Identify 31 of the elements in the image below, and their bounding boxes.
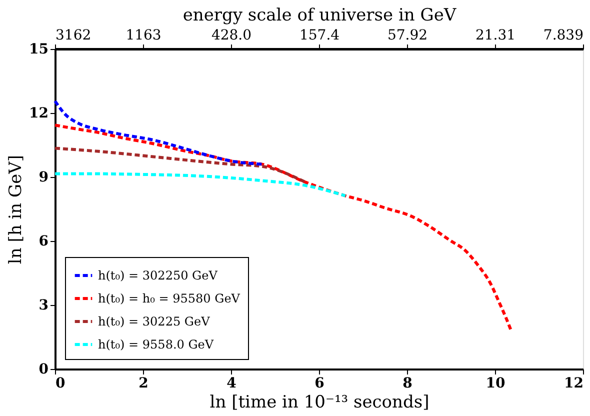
y-tick-label: 6 <box>38 234 48 250</box>
line-series <box>54 172 347 198</box>
y-tick-label: 15 <box>29 42 48 58</box>
x-axis-title: ln [time in 10⁻¹³ seconds] <box>210 392 430 412</box>
x-tick-label: 8 <box>402 376 412 392</box>
legend-label: h(t₀) = 30225 GeV <box>98 314 210 328</box>
x-tick-label: 12 <box>564 376 584 392</box>
x-tick-label: 10 <box>486 376 506 392</box>
x-tick-label: 4 <box>226 376 237 392</box>
y-tick-label: 3 <box>38 298 48 314</box>
x2-axis-title: energy scale of universe in GeV <box>182 6 457 26</box>
x-tick-label: 0 <box>56 376 66 392</box>
x-tick-label: 6 <box>314 376 324 392</box>
legend-label: h(t₀) = 302250 GeV <box>98 268 218 282</box>
y-tick-label: 9 <box>38 170 48 186</box>
x2-tick-label: 428.0 <box>211 28 252 44</box>
legend-label: h(t₀) = h₀ = 95580 GeV <box>98 292 240 306</box>
line-series <box>54 124 513 333</box>
x2-tick-label: 7.839 <box>543 28 584 44</box>
line-series <box>54 146 308 184</box>
line-series <box>54 100 264 166</box>
x2-tick-label: 157.4 <box>299 28 340 44</box>
y-tick-label: 0 <box>38 362 49 378</box>
y-axis-title: ln [h in GeV] <box>6 154 26 264</box>
legend-label: h(t₀) = 9558.0 GeV <box>98 338 214 352</box>
x2-tick-label: 3162 <box>56 28 92 44</box>
x2-tick-label: 1163 <box>126 28 162 44</box>
x-tick-label: 2 <box>138 376 148 392</box>
y-tick-label: 12 <box>29 106 48 122</box>
x2-tick-label: 57.92 <box>387 28 428 44</box>
x2-tick-label: 21.31 <box>475 28 516 44</box>
